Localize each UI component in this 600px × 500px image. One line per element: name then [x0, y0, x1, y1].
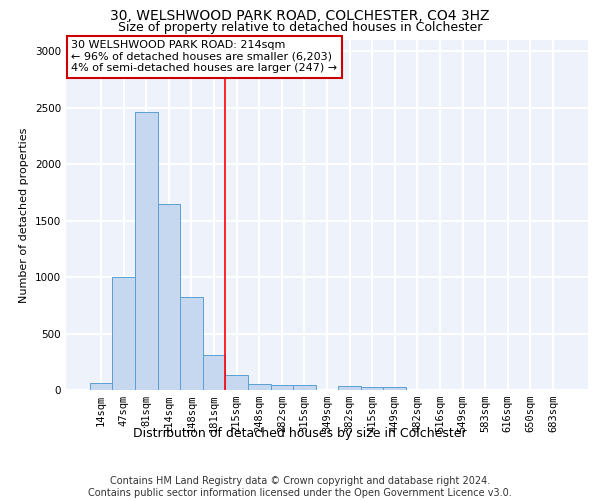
Bar	[383, 386, 406, 390]
Bar	[226, 376, 248, 390]
Bar	[112, 277, 135, 390]
Y-axis label: Number of detached properties: Number of detached properties	[19, 128, 29, 302]
Bar	[203, 355, 226, 390]
Text: Contains HM Land Registry data © Crown copyright and database right 2024.
Contai: Contains HM Land Registry data © Crown c…	[88, 476, 512, 498]
Text: 30 WELSHWOOD PARK ROAD: 214sqm
← 96% of detached houses are smaller (6,203)
4% o: 30 WELSHWOOD PARK ROAD: 214sqm ← 96% of …	[71, 40, 337, 73]
Bar	[338, 386, 361, 390]
Bar	[293, 385, 316, 390]
Text: Size of property relative to detached houses in Colchester: Size of property relative to detached ho…	[118, 21, 482, 34]
Bar	[135, 112, 158, 390]
Bar	[248, 384, 271, 390]
Bar	[90, 383, 112, 390]
Bar	[158, 204, 180, 390]
Bar	[361, 386, 383, 390]
Text: Distribution of detached houses by size in Colchester: Distribution of detached houses by size …	[133, 428, 467, 440]
Bar	[271, 385, 293, 390]
Text: 30, WELSHWOOD PARK ROAD, COLCHESTER, CO4 3HZ: 30, WELSHWOOD PARK ROAD, COLCHESTER, CO4…	[110, 9, 490, 23]
Bar	[180, 297, 203, 390]
